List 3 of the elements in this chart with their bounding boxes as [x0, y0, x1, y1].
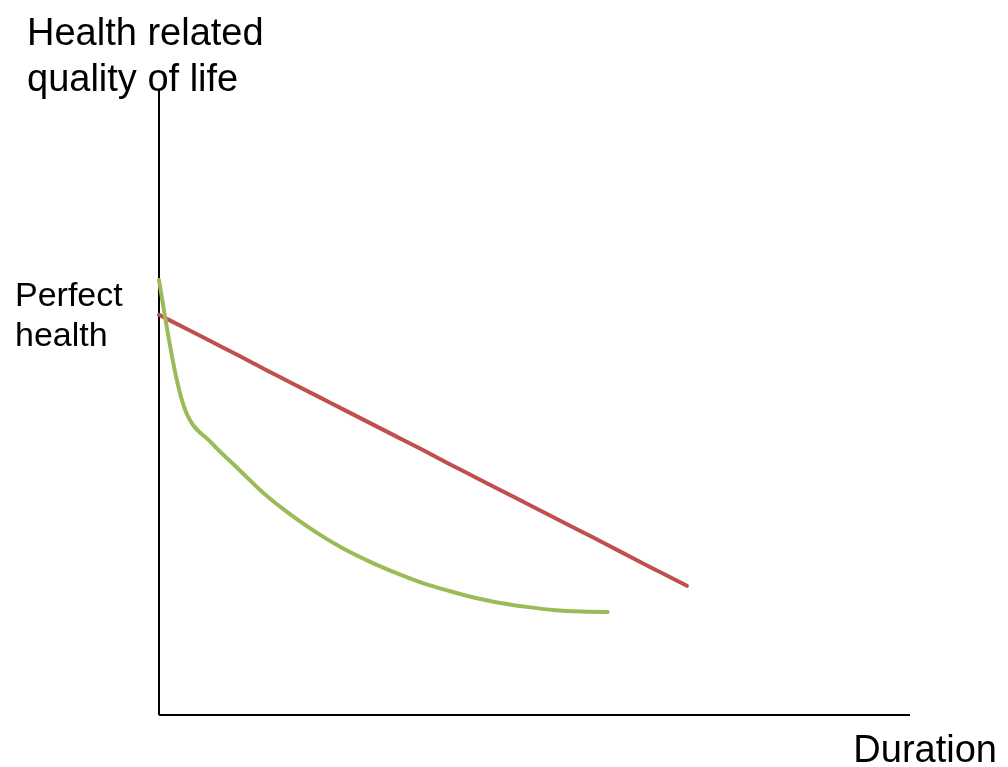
- y-axis-title: Health related quality of life: [27, 11, 264, 99]
- text: Perfect health: [15, 275, 124, 353]
- x-axis-title: Duration: [853, 728, 997, 767]
